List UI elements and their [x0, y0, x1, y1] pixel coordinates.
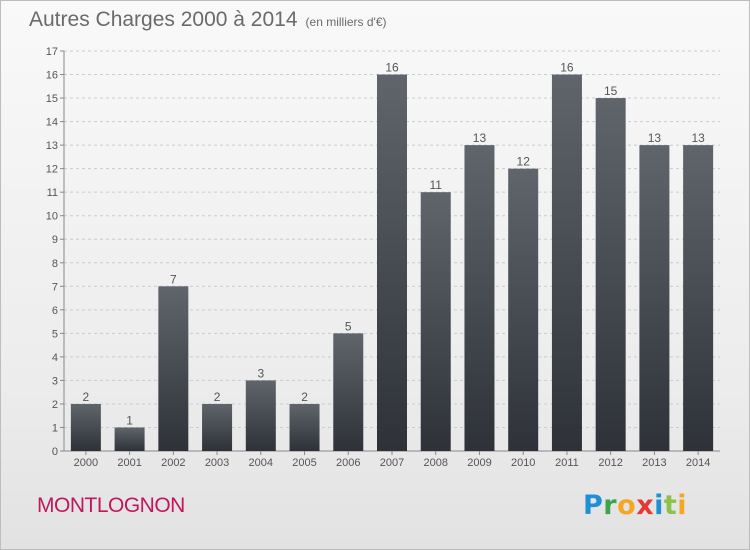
logo-letter: i [654, 490, 664, 521]
y-tick-label: 9 [52, 234, 58, 246]
chart-subtitle: (en milliers d'€) [305, 15, 387, 29]
bar [158, 286, 189, 451]
x-tick-label: 2003 [205, 457, 229, 469]
y-tick-label: 17 [46, 46, 58, 58]
logo-letter: t [663, 490, 678, 521]
bars [70, 74, 714, 452]
bar [70, 403, 101, 451]
x-tick-label: 2006 [336, 457, 360, 469]
commune-name: MONTLOGNON [37, 494, 185, 517]
data-label: 1 [126, 413, 133, 427]
data-label: 7 [170, 272, 177, 286]
bar [639, 145, 670, 451]
x-tick-labels: 2000 2001 2002 2003 2004 2005 2006 2007 2008 2009… [74, 457, 711, 469]
y-tick-label: 10 [46, 211, 58, 223]
y-tick-label: 13 [46, 140, 58, 152]
x-tick-label: 2001 [117, 457, 141, 469]
bar [333, 333, 364, 451]
y-tick-label: 3 [52, 375, 58, 387]
y-tick-label: 14 [46, 117, 58, 129]
x-tick-label: 2002 [161, 457, 185, 469]
proxiti-logo: Proxiti [583, 490, 687, 521]
x-tick-label: 2012 [598, 457, 622, 469]
x-tick-label: 2004 [249, 457, 273, 469]
y-tick-label: 0 [52, 446, 58, 458]
x-tick-label: 2007 [380, 457, 404, 469]
y-tick-label: 1 [52, 422, 58, 434]
data-label: 2 [214, 390, 221, 404]
x-tick-label: 2013 [642, 457, 666, 469]
y-tick-label: 12 [46, 164, 58, 176]
bar [114, 427, 145, 451]
data-labels: 2 1 7 2 3 2 5 16 11 13 12 16 15 13 13 [83, 61, 706, 428]
data-label: 13 [648, 131, 662, 145]
y-tick-label: 5 [52, 328, 58, 340]
x-tick-label: 2014 [686, 457, 710, 469]
x-tick-label: 2000 [74, 457, 98, 469]
y-tick-label: 8 [52, 258, 58, 270]
bar [420, 192, 451, 452]
bar [289, 403, 320, 451]
x-tick-label: 2009 [467, 457, 491, 469]
data-label: 5 [345, 319, 352, 333]
y-tick-label: 6 [52, 305, 58, 317]
y-tick-label: 11 [47, 187, 58, 199]
data-label: 3 [257, 366, 264, 380]
data-label: 2 [83, 390, 90, 404]
logo-letter: i [677, 490, 688, 521]
y-tick-label: 4 [52, 352, 58, 364]
y-tick-label: 2 [52, 399, 58, 411]
data-label: 16 [560, 61, 574, 75]
x-tick-label: 2005 [292, 457, 316, 469]
logo-letter: x [636, 490, 655, 521]
bar [683, 145, 714, 451]
bar [377, 74, 407, 451]
bar [595, 98, 626, 451]
bar [464, 145, 495, 451]
x-tick-label: 2011 [555, 457, 579, 469]
chart-title-text: Autres Charges 2000 à 2014 [29, 8, 298, 31]
y-tick-label: 7 [52, 281, 58, 293]
logo-letter: r [603, 490, 618, 521]
chart-title: Autres Charges 2000 à 2014 (en milliers d… [29, 8, 387, 32]
logo-letter: P [583, 490, 604, 521]
bar [202, 403, 233, 451]
logo-letter: o [617, 490, 637, 521]
bar [508, 168, 539, 451]
x-tick-label: 2008 [423, 457, 447, 469]
data-label: 2 [301, 390, 308, 404]
y-tick-label: 16 [46, 70, 58, 82]
data-label: 15 [604, 84, 618, 98]
bar [245, 380, 276, 451]
data-label: 11 [429, 178, 442, 192]
data-label: 13 [691, 131, 705, 145]
x-tick-label: 2010 [511, 457, 535, 469]
y-tick-label: 15 [46, 93, 58, 105]
data-label: 12 [517, 155, 531, 169]
data-label: 13 [473, 131, 487, 145]
bar [551, 74, 582, 451]
data-label: 16 [385, 61, 399, 75]
